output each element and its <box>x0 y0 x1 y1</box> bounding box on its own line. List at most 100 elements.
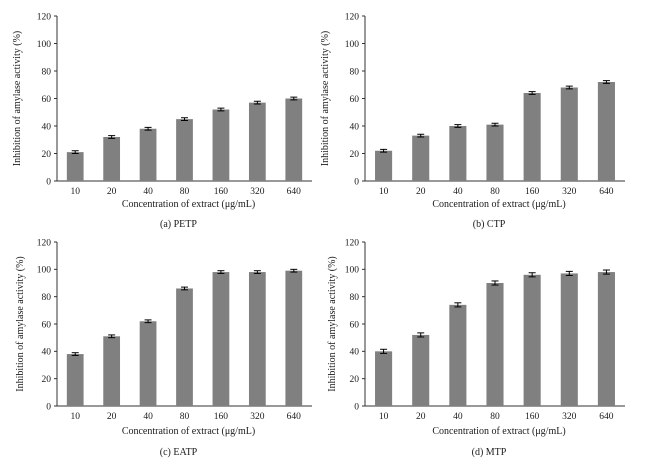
bar-20 <box>103 137 121 181</box>
bar-80 <box>486 283 504 406</box>
bar-320 <box>560 273 578 406</box>
y-tick-label: 100 <box>345 40 360 50</box>
y-tick-label: 60 <box>350 95 360 105</box>
y-tick-label: 80 <box>42 67 52 77</box>
y-tick-label: 120 <box>37 238 52 248</box>
bar-160 <box>212 109 230 181</box>
x-axis-label: Concentration of extract (μg/mL) <box>122 426 255 437</box>
x-axis-label: Concentration of extract (μg/mL) <box>122 199 255 210</box>
y-tick-label: 80 <box>42 293 52 303</box>
y-tick-label: 0 <box>354 402 359 412</box>
y-tick-label: 0 <box>354 177 359 187</box>
y-tick-label: 20 <box>42 150 52 160</box>
x-tick-label-640: 640 <box>287 412 302 422</box>
y-axis-label: Inhibition of amylase activity (%) <box>320 31 331 167</box>
y-tick-label: 40 <box>350 348 360 358</box>
y-tick-label: 0 <box>46 402 51 412</box>
y-tick-label: 20 <box>350 375 360 385</box>
y-tick-label: 120 <box>37 12 52 22</box>
bar-160 <box>523 274 541 406</box>
x-tick-label-40: 40 <box>453 187 463 197</box>
bar-10 <box>66 152 84 181</box>
bar-80 <box>486 124 504 181</box>
bar-160 <box>523 93 541 181</box>
bar-40 <box>449 304 467 406</box>
bar-20 <box>412 334 430 406</box>
bar-80 <box>176 119 193 181</box>
y-tick-label: 100 <box>345 266 360 276</box>
x-tick-label-160: 160 <box>214 187 229 197</box>
y-tick-label: 120 <box>345 12 360 22</box>
chart-panel-2: 0 20 40 60 80 100 120 10 20 40 80 160 320 640 Concentr… <box>15 238 312 458</box>
x-tick-label-80: 80 <box>180 187 190 197</box>
chart-panel-1: 0 20 40 60 80 100 120 10 20 40 80 160 320 640 Concentr… <box>320 12 625 230</box>
y-tick-label: 80 <box>350 67 360 77</box>
y-tick-label: 100 <box>37 266 52 276</box>
bar-10 <box>375 351 393 406</box>
panel-caption: (a) PETP <box>160 219 197 230</box>
bar-160 <box>212 272 230 406</box>
x-tick-label-320: 320 <box>562 412 577 422</box>
x-tick-label-640: 640 <box>287 187 302 197</box>
x-tick-label-20: 20 <box>107 412 117 422</box>
y-tick-label: 60 <box>42 95 52 105</box>
x-tick-label-20: 20 <box>107 187 117 197</box>
x-tick-label-640: 640 <box>599 187 614 197</box>
x-tick-label-40: 40 <box>143 187 153 197</box>
panel-caption: (d) MTP <box>472 447 507 458</box>
x-tick-label-20: 20 <box>416 412 426 422</box>
y-tick-label: 0 <box>46 177 51 187</box>
x-tick-label-640: 640 <box>599 412 614 422</box>
bar-40 <box>139 128 157 181</box>
x-tick-label-80: 80 <box>180 412 190 422</box>
x-tick-label-40: 40 <box>453 412 463 422</box>
x-tick-label-320: 320 <box>250 412 265 422</box>
bar-640 <box>285 270 303 406</box>
y-tick-label: 20 <box>42 375 52 385</box>
x-tick-label-10: 10 <box>70 187 80 197</box>
bar-80 <box>176 288 193 406</box>
x-axis-label: Concentration of extract (μg/mL) <box>432 426 565 437</box>
bar-20 <box>412 135 430 181</box>
x-tick-label-160: 160 <box>525 187 540 197</box>
y-tick-label: 80 <box>350 293 360 303</box>
bar-640 <box>597 82 615 181</box>
bar-10 <box>375 150 393 181</box>
bar-320 <box>248 272 266 406</box>
y-axis-label: Inhibition of amylase activity (%) <box>12 31 23 167</box>
y-tick-label: 40 <box>42 122 52 132</box>
bar-40 <box>449 126 467 181</box>
chart-panel-3: 0 20 40 60 80 100 120 10 20 40 80 160 320 640 Concentr… <box>327 238 625 458</box>
y-tick-label: 120 <box>345 238 360 248</box>
x-tick-label-80: 80 <box>490 412 500 422</box>
y-axis-label: Inhibition of amylase activity (%) <box>327 256 338 392</box>
y-tick-label: 100 <box>37 40 52 50</box>
y-tick-label: 60 <box>350 320 360 330</box>
x-tick-label-10: 10 <box>70 412 80 422</box>
y-tick-label: 40 <box>350 122 360 132</box>
y-tick-label: 40 <box>42 348 52 358</box>
x-tick-label-20: 20 <box>416 187 426 197</box>
x-tick-label-10: 10 <box>379 412 389 422</box>
panel-caption: (b) CTP <box>473 219 506 230</box>
y-axis-label: Inhibition of amylase activity (%) <box>15 256 26 392</box>
x-tick-label-160: 160 <box>525 412 540 422</box>
x-tick-label-40: 40 <box>143 412 153 422</box>
bar-40 <box>139 321 157 406</box>
x-tick-label-80: 80 <box>490 187 500 197</box>
x-axis-label: Concentration of extract (μg/mL) <box>432 199 565 210</box>
x-tick-label-320: 320 <box>250 187 265 197</box>
bar-320 <box>560 87 578 181</box>
x-tick-label-10: 10 <box>379 187 389 197</box>
bar-320 <box>248 102 266 181</box>
bar-20 <box>103 336 121 406</box>
chart-panel-0: 0 20 40 60 80 100 120 10 20 40 80 160 320 640 Concentr… <box>12 12 312 230</box>
y-tick-label: 60 <box>42 320 52 330</box>
x-tick-label-160: 160 <box>214 412 229 422</box>
panel-caption: (c) EATP <box>160 447 198 458</box>
bar-640 <box>285 98 303 181</box>
bar-640 <box>597 272 615 406</box>
y-tick-label: 20 <box>350 150 360 160</box>
bar-10 <box>66 354 84 406</box>
